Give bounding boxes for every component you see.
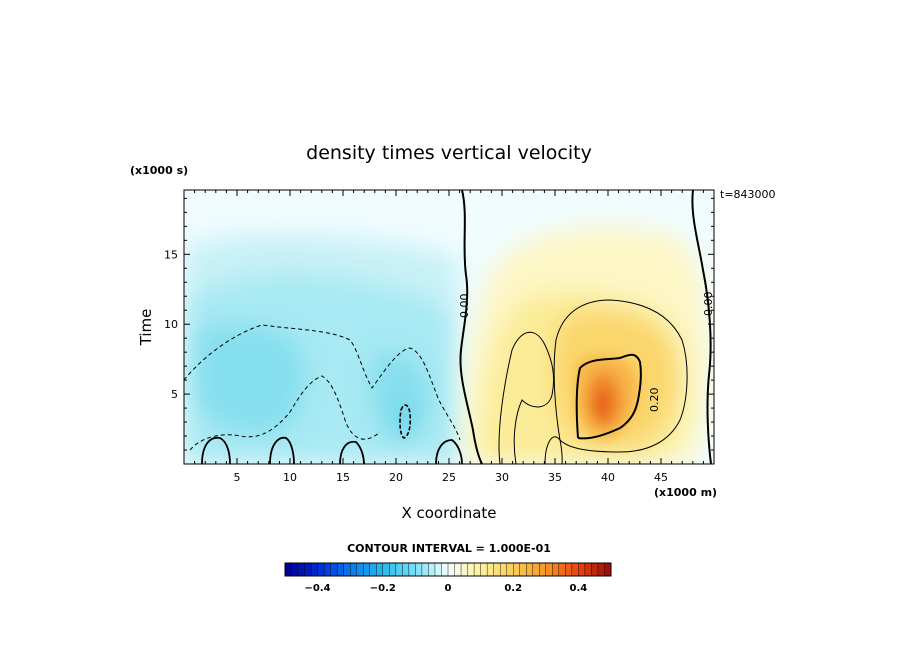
colorbar-swatch (382, 562, 390, 577)
x-tick-label: 10 (283, 471, 297, 484)
x-tick-label: 45 (654, 471, 668, 484)
colorbar-swatch (441, 562, 449, 577)
contour-zero-left (459, 190, 483, 464)
negative-region-core-right (369, 351, 431, 442)
x-tick-label: 35 (548, 471, 562, 484)
x-axis-label: X coordinate (401, 504, 496, 522)
contour-interval-text: CONTOUR INTERVAL = 1.000E-01 (347, 542, 551, 555)
colorbar-swatch (506, 562, 514, 577)
colorbar-swatch (519, 562, 527, 577)
chart-title: density times vertical velocity (306, 142, 592, 164)
colorbar-swatch (545, 562, 553, 577)
contour-negative-0.2 (399, 404, 412, 439)
x-tick-label: 20 (389, 471, 403, 484)
colorbar-swatch (467, 562, 475, 577)
colorbar-swatch (473, 562, 481, 577)
colorbar-tick-label: −0.2 (370, 583, 396, 594)
contour-positive-0.2 (575, 353, 642, 440)
colorbar-swatch (532, 562, 540, 577)
positive-core-peak (595, 388, 611, 420)
colorbar-swatch (317, 562, 325, 577)
colorbar-swatch (578, 562, 586, 577)
contour-negative-0.1-lower (189, 375, 381, 451)
colorbar-swatch (539, 562, 547, 577)
x-axis-ticks: 5 10 15 20 25 30 35 40 45 (194, 190, 704, 484)
contour-label-0.2: 0.20 (648, 388, 661, 413)
contour-negative-0.1 (184, 324, 461, 441)
colorbar-swatch (297, 562, 305, 577)
x-tick-label: 40 (601, 471, 615, 484)
colorbar-swatch (369, 562, 377, 577)
colorbar-swatch (421, 562, 429, 577)
colorbar-swatch (454, 562, 462, 577)
colorbar-swatch (558, 562, 566, 577)
colorbar-swatch (291, 562, 299, 577)
x-unit-label: (x1000 m) (654, 486, 717, 499)
colorbar-swatch (513, 562, 521, 577)
contour-label-zero-left: 0.00 (458, 294, 471, 319)
colorbar (284, 562, 612, 577)
colorbar-swatch (363, 562, 371, 577)
x-tick-label: 25 (442, 471, 456, 484)
colorbar-swatch (499, 562, 508, 577)
colorbar-swatch (343, 562, 351, 577)
colorbar-swatch (604, 562, 612, 577)
colorbar-swatch (447, 562, 455, 577)
colorbar-swatch (376, 562, 384, 577)
colorbar-tick-label: 0.2 (504, 583, 522, 594)
colorbar-swatch (493, 562, 501, 577)
contour-positive-0.1-main (553, 299, 688, 453)
colorbar-swatch (591, 562, 599, 577)
colorbar-swatch (304, 562, 312, 577)
colorbar-swatch (486, 562, 495, 577)
colorbar-swatch (310, 562, 318, 577)
colorbar-swatch (336, 562, 345, 577)
colorbar-tick-label: −0.4 (305, 583, 331, 594)
colorbar-swatch (350, 562, 358, 577)
time-stamp: t=843000 (720, 188, 776, 201)
colorbar-swatch (460, 562, 468, 577)
y-axis-ticks: 5 10 15 (164, 197, 714, 451)
colorbar-swatch (395, 562, 403, 577)
x-tick-label: 15 (336, 471, 350, 484)
colorbar-swatch (428, 562, 436, 577)
colorbar-swatch (480, 562, 488, 577)
heatmap-field (184, 190, 714, 464)
y-tick-label: 5 (171, 388, 178, 401)
x-tick-label: 5 (234, 471, 241, 484)
contour-zero-right (691, 190, 712, 464)
contour-positive-0.1-left (498, 332, 555, 464)
contour-label-zero-right: 0.00 (702, 292, 715, 317)
colorbar-swatch (526, 562, 534, 577)
colorbar-swatch (565, 562, 573, 577)
colorbar-swatch (584, 562, 592, 577)
colorbar-frame (284, 562, 612, 577)
colorbar-tick-label: 0 (445, 583, 452, 594)
colorbar-swatch (552, 562, 560, 577)
colorbar-swatch (284, 562, 292, 577)
colorbar-swatch (408, 562, 416, 577)
colorbar-tick-label: 0.4 (570, 583, 588, 594)
colorbar-swatch (571, 562, 579, 577)
colorbar-ticks: −0.4 −0.2 0 0.2 0.4 (305, 583, 588, 594)
contour-lines: 0.00 0.00 0.20 (184, 190, 715, 464)
y-axis-label: Time (137, 309, 155, 347)
colorbar-swatch (389, 562, 397, 577)
colorbar-swatch (415, 562, 423, 577)
colorbar-swatch (356, 562, 364, 577)
y-tick-label: 10 (164, 318, 178, 331)
colorbar-swatch (402, 562, 410, 577)
y-unit-label: (x1000 s) (130, 164, 188, 177)
colorbar-swatch (330, 562, 338, 577)
y-tick-label: 15 (164, 248, 178, 261)
x-tick-label: 30 (495, 471, 509, 484)
negative-region-core-left (192, 322, 306, 435)
contour-positive-bumps (201, 436, 463, 464)
colorbar-swatch (597, 562, 605, 577)
colorbar-swatch (434, 562, 442, 577)
colorbar-swatch (323, 562, 332, 577)
